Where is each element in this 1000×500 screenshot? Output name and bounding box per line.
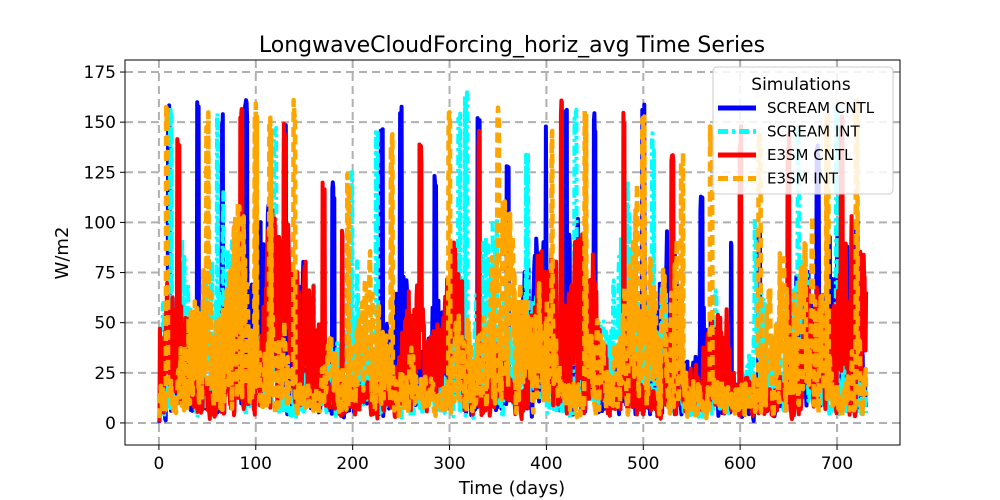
legend-label: SCREAM CNTL: [767, 99, 875, 117]
y-tick-label: 125: [84, 163, 116, 183]
x-tick-label: 300: [433, 454, 465, 474]
x-axis-label: Time (days): [458, 478, 565, 499]
legend-label: E3SM INT: [767, 170, 839, 188]
legend-item-scream-cntl[interactable]: SCREAM CNTL: [718, 99, 875, 117]
legend-label: SCREAM INT: [767, 123, 861, 141]
legend-item-scream-int[interactable]: SCREAM INT: [718, 123, 861, 141]
y-tick-label: 100: [84, 213, 116, 233]
y-axis-label: W/m2: [52, 227, 73, 280]
series-line-e3sm-cntl: [157, 98, 869, 423]
y-axis-ticks: 0 25 50 75 100 125 150 175: [84, 63, 125, 434]
legend-item-e3sm-int[interactable]: E3SM INT: [718, 170, 839, 188]
y-tick-label: 75: [94, 264, 116, 284]
legend-box: [712, 66, 894, 195]
x-tick-label: 400: [530, 454, 562, 474]
y-tick-label: 50: [94, 314, 116, 334]
series-line-e3sm-int: [156, 94, 869, 422]
x-tick-label: 600: [724, 454, 756, 474]
x-axis-ticks: 0 100 200 300 400 500 600 700: [153, 445, 853, 474]
x-tick-label: 0: [153, 454, 164, 474]
y-tick-label: 150: [84, 113, 116, 133]
legend-title: Simulations: [751, 75, 851, 95]
legend-items: SCREAM CNTL SCREAM INT E3SM CNTL E3SM INT: [718, 99, 875, 188]
x-tick-label: 200: [336, 454, 368, 474]
x-tick-label: 100: [240, 454, 272, 474]
y-tick-label: 175: [84, 63, 116, 83]
series-layer: [156, 90, 869, 424]
chart-title: LongwaveCloudForcing_horiz_avg Time Seri…: [259, 33, 765, 58]
legend-item-e3sm-cntl[interactable]: E3SM CNTL: [718, 146, 853, 164]
legend-label: E3SM CNTL: [767, 146, 853, 164]
x-tick-label: 700: [821, 454, 853, 474]
x-tick-label: 500: [627, 454, 659, 474]
plot-frame: [124, 59, 901, 446]
y-tick-label: 25: [94, 364, 116, 384]
y-tick-label: 0: [105, 414, 116, 434]
legend[interactable]: Simulations SCREAM CNTL SCREAM INT E3SM CN…: [712, 66, 894, 195]
